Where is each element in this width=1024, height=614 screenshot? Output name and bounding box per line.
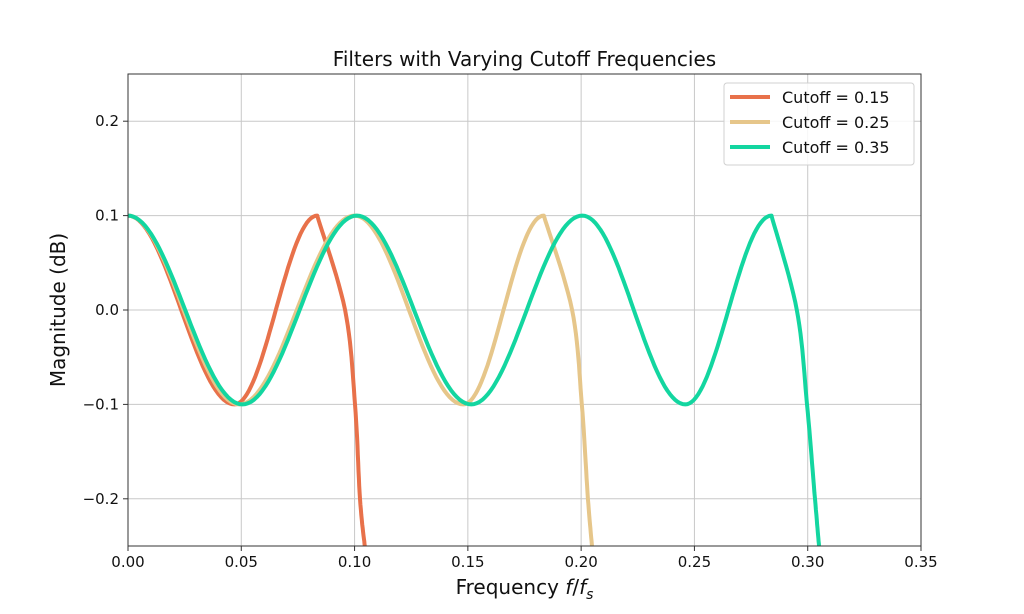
y-axis-ticks: −0.2 −0.1 0.0 0.1 0.2 [83,112,128,508]
y-axis-label: Magnitude (dB) [46,233,70,387]
y-tick-label: 0.2 [95,112,119,130]
x-tick-label: 0.00 [111,553,144,571]
series-line-3 [128,213,821,546]
legend-box [723,82,915,166]
x-tick-label: 0.30 [791,553,824,571]
x-tick-label: 0.20 [564,553,597,571]
x-tick-label: 0.05 [225,553,258,571]
plot-area [128,213,821,546]
series-line-2 [128,213,594,546]
x-tick-label: 0.15 [451,553,484,571]
x-axis-ticks: 0.00 0.05 0.10 0.15 0.20 0.25 0.30 0.35 [111,546,938,571]
chart-title: Filters with Varying Cutoff Frequencies [333,47,716,71]
x-axis-label: Frequency f/fs [456,575,594,603]
x-tick-label: 0.35 [904,553,937,571]
y-tick-label: −0.2 [83,490,119,508]
legend: Cutoff = 0.15 Cutoff = 0.25 Cutoff = 0.35 [723,82,915,166]
legend-label: Cutoff = 0.15 [782,88,890,107]
y-tick-label: 0.0 [95,301,119,319]
x-tick-label: 0.25 [678,553,711,571]
series-line-1 [128,213,367,546]
legend-label: Cutoff = 0.35 [782,138,890,157]
x-tick-label: 0.10 [338,553,371,571]
y-tick-label: 0.1 [95,207,119,225]
y-tick-label: −0.1 [83,395,119,413]
legend-label: Cutoff = 0.25 [782,113,890,132]
